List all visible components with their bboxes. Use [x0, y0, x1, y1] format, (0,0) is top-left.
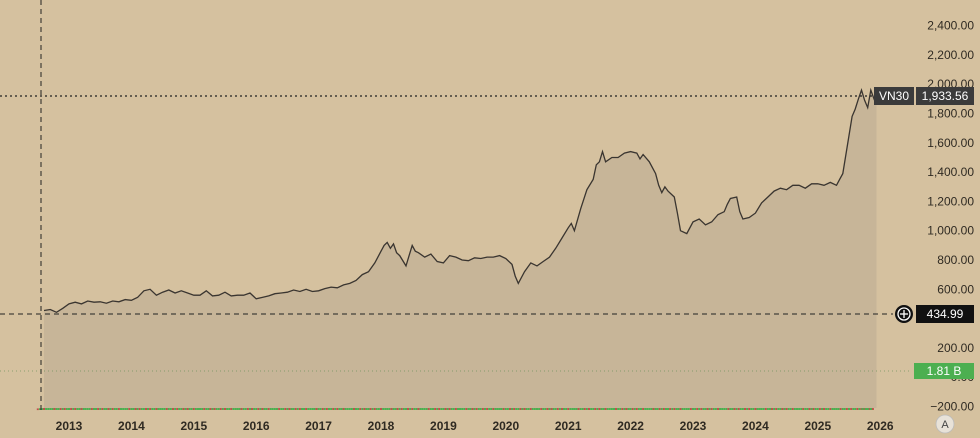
- volume-bar: [109, 407, 112, 410]
- last-value-badge: 1,933.56: [916, 87, 974, 105]
- y-tick-label: 1,000.00: [927, 224, 974, 238]
- y-tick-label: 800.00: [937, 253, 974, 267]
- x-tick-label: 2026: [867, 419, 894, 433]
- last-value-label: 1,933.56: [922, 89, 969, 103]
- x-tick-label: 2016: [243, 419, 270, 433]
- x-tick-label: 2022: [617, 419, 644, 433]
- volume-bar: [49, 407, 52, 410]
- y-tick-label: 1,200.00: [927, 194, 974, 208]
- volume-bar: [41, 408, 43, 410]
- x-tick-label: 2017: [305, 419, 332, 433]
- crosshair-value-badge: 434.99: [916, 305, 974, 323]
- y-tick-label: −200.00: [930, 400, 974, 414]
- volume-bar: [90, 406, 93, 410]
- x-tick-label: 2018: [368, 419, 395, 433]
- y-axis: 2,400.002,200.002,000.001,800.001,600.00…: [927, 19, 974, 414]
- x-tick-label: 2025: [804, 419, 831, 433]
- volume-bar: [86, 406, 89, 410]
- volume-bar: [53, 406, 56, 410]
- y-tick-label: 2,200.00: [927, 48, 974, 62]
- x-tick-label: 2014: [118, 419, 145, 433]
- crosshair-value-label: 434.99: [927, 307, 964, 321]
- volume-bar: [55, 406, 58, 410]
- y-tick-label: 2,400.00: [927, 19, 974, 33]
- volume-bar: [103, 407, 106, 410]
- volume-bar: [43, 408, 45, 410]
- x-tick-label: 2013: [56, 419, 83, 433]
- x-tick-label: 2019: [430, 419, 457, 433]
- symbol-badge: VN30: [874, 87, 914, 105]
- volume-bar: [97, 407, 100, 410]
- volume-bar: [38, 408, 41, 410]
- y-tick-label: 600.00: [937, 282, 974, 296]
- volume-bar: [59, 406, 62, 410]
- volume-bar: [45, 407, 48, 410]
- volume-bar: [74, 406, 77, 410]
- x-tick-label: 2021: [555, 419, 582, 433]
- x-tick-label: 2023: [680, 419, 707, 433]
- watermark-letter: A: [941, 419, 949, 431]
- y-tick-label: 1,600.00: [927, 136, 974, 150]
- volume-bar: [105, 407, 108, 410]
- volume-bar: [36, 408, 39, 411]
- area-fill: [44, 90, 877, 408]
- volume-bar: [101, 407, 104, 410]
- watermark-badge: A: [935, 414, 955, 434]
- x-tick-label: 2015: [180, 419, 207, 433]
- crosshair-add-button[interactable]: [895, 305, 913, 323]
- volume-bar: [47, 407, 50, 410]
- volume-bar: [57, 406, 60, 410]
- price-line: [43, 87, 878, 314]
- symbol-label: VN30: [879, 89, 909, 103]
- volume-bar: [93, 407, 95, 410]
- volume-value-badge: 1.81 B: [914, 363, 974, 379]
- y-tick-label: 1,400.00: [927, 165, 974, 179]
- volume-bar: [99, 407, 102, 410]
- x-axis: 2013 2014 2015 2016 2017 2018 2019 2020 2021 2022…: [56, 419, 894, 433]
- volume-bar: [51, 406, 54, 410]
- y-tick-label: 1,800.00: [927, 107, 974, 121]
- x-tick-label: 2024: [742, 419, 769, 433]
- volume-bar: [107, 407, 110, 410]
- x-tick-label: 2020: [492, 419, 519, 433]
- y-tick-label: 200.00: [937, 341, 974, 355]
- volume-value-label: 1.81 B: [927, 364, 962, 378]
- volume-bar: [88, 406, 91, 410]
- volume-bar: [95, 407, 97, 410]
